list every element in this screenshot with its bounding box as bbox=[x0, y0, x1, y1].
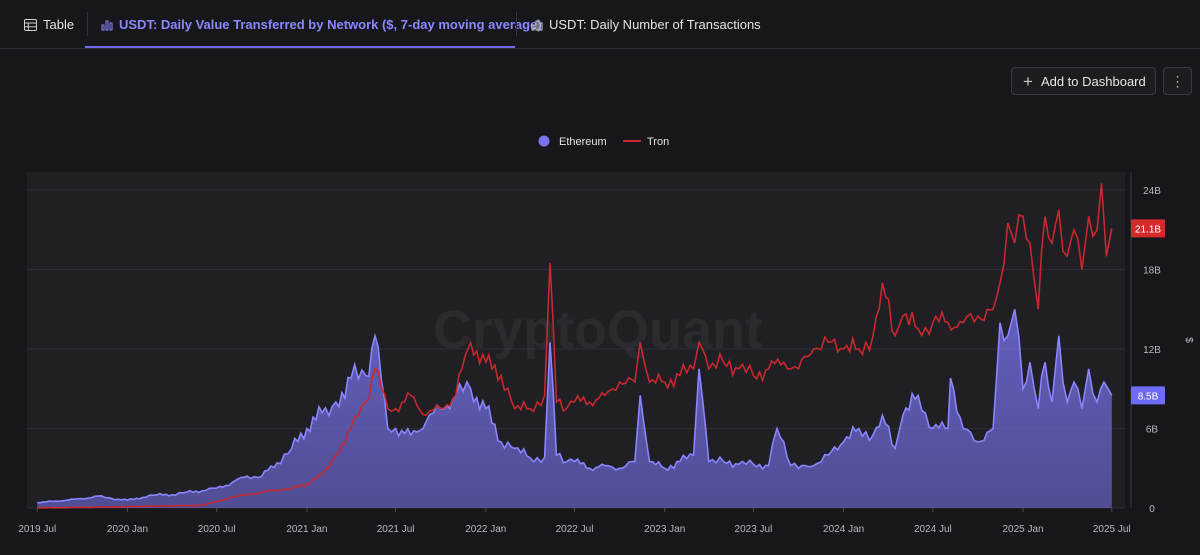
x-tick-label: 2022 Jan bbox=[465, 524, 506, 535]
x-tick-label: 2023 Jul bbox=[735, 524, 773, 535]
x-tick-label: 2019 Jul bbox=[18, 524, 56, 535]
ethereum-area bbox=[37, 309, 1112, 508]
tron-line bbox=[37, 183, 1113, 509]
tab-divider bbox=[516, 12, 517, 36]
ethereum-last-value-label: 8.5B bbox=[1138, 391, 1159, 402]
plus-icon: + bbox=[1023, 71, 1033, 91]
add-to-dashboard-button[interactable]: + Add to Dashboard bbox=[1011, 67, 1156, 95]
x-tick-label: 2021 Jul bbox=[377, 524, 415, 535]
tab-number-of-transactions[interactable]: USDT: Daily Number of Transactions bbox=[531, 0, 761, 49]
y-tick-label: 6B bbox=[1146, 425, 1159, 436]
legend-ethereum-marker bbox=[538, 135, 550, 147]
bar-chart-icon bbox=[101, 20, 113, 30]
x-tick-label: 2022 Jul bbox=[556, 524, 594, 535]
watermark-text: CryptoQuant bbox=[433, 300, 763, 360]
add-to-dashboard-label: Add to Dashboard bbox=[1040, 73, 1146, 89]
y-tick-label: 24B bbox=[1143, 186, 1161, 197]
tab-label: Table bbox=[43, 17, 75, 32]
x-tick-label: 2025 Jul bbox=[1093, 524, 1131, 535]
ethereum-last-badge bbox=[1131, 386, 1165, 405]
active-tab-indicator bbox=[85, 46, 515, 48]
more-options-button[interactable]: ⋮ bbox=[1163, 67, 1192, 95]
y-tick-label: 18B bbox=[1143, 266, 1161, 277]
x-tick-label: 2025 Jan bbox=[1002, 524, 1043, 535]
kebab-menu-icon: ⋮ bbox=[1170, 72, 1185, 89]
x-tick-label: 2021 Jan bbox=[286, 524, 327, 535]
x-tick-label: 2024 Jan bbox=[823, 524, 864, 535]
y-tick-label: 12B bbox=[1143, 345, 1161, 356]
y-axis-label: $ bbox=[1183, 337, 1194, 343]
x-tick-label: 2023 Jan bbox=[644, 524, 685, 535]
x-tick-label: 2020 Jul bbox=[198, 524, 236, 535]
y-tick-label: 0 bbox=[1149, 504, 1155, 515]
table-icon bbox=[24, 18, 37, 31]
tab-label: USDT: Daily Value Transferred by Network… bbox=[119, 17, 542, 32]
legend-ethereum-label: Ethereum bbox=[559, 136, 607, 148]
ethereum-line bbox=[37, 309, 1113, 504]
tab-divider bbox=[87, 12, 88, 36]
x-tick-label: 2024 Jul bbox=[914, 524, 952, 535]
tab-table[interactable]: Table bbox=[24, 0, 74, 49]
tron-last-badge bbox=[1131, 219, 1165, 238]
tab-label: USDT: Daily Number of Transactions bbox=[549, 17, 761, 32]
x-tick-label: 2020 Jan bbox=[107, 524, 148, 535]
tab-bar: Table USDT: Daily Value Transferred by N… bbox=[0, 0, 1200, 49]
legend-tron-label: Tron bbox=[647, 136, 669, 148]
bar-chart-icon bbox=[531, 20, 543, 30]
tron-last-value-label: 21.1B bbox=[1135, 224, 1161, 235]
tab-value-transferred[interactable]: USDT: Daily Value Transferred by Network… bbox=[101, 0, 542, 49]
